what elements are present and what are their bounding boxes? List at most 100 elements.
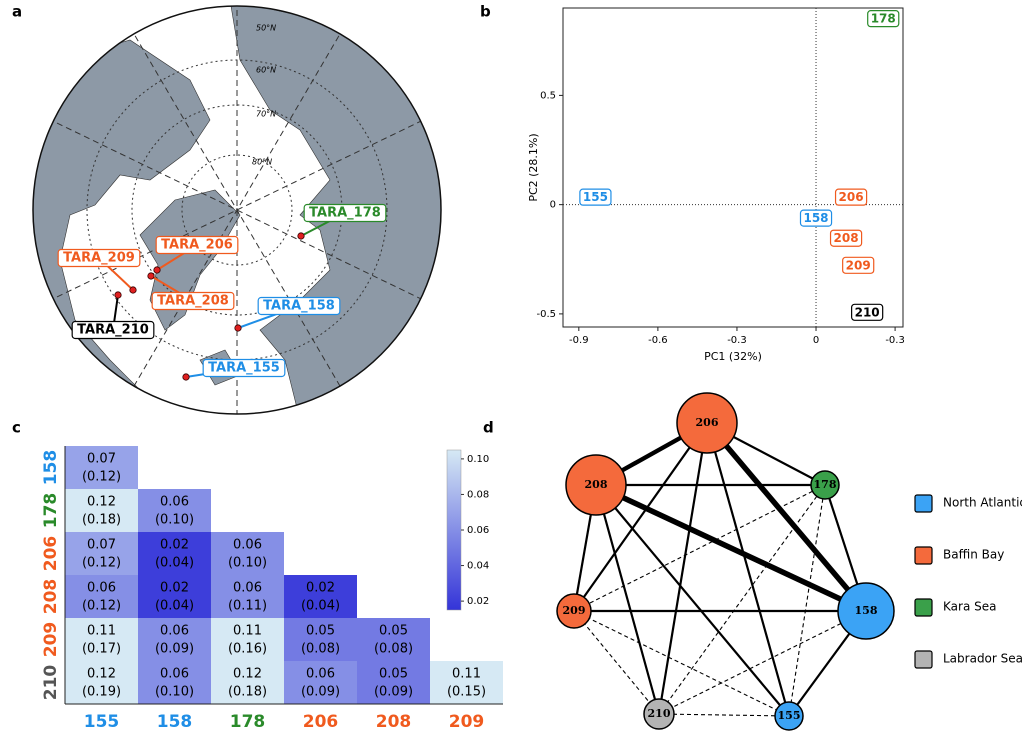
cell-value: 0.12	[233, 667, 262, 682]
heat-cell	[138, 532, 211, 575]
lat-label: 70°N	[256, 110, 276, 119]
globe-outline	[32, 5, 442, 415]
cell-value: 0.06	[160, 495, 189, 510]
point-label-box	[851, 303, 884, 321]
node	[810, 470, 840, 500]
edge	[573, 610, 790, 717]
station-label-box	[57, 248, 141, 268]
x-axis-label: PC1 (32%)	[704, 350, 762, 363]
cell-value: 0.02	[306, 581, 335, 596]
legend-label: North Atlantic	[943, 496, 1022, 510]
cell-value: 0.06	[233, 581, 262, 596]
heat-cell	[357, 661, 430, 704]
heat-cell	[211, 618, 284, 661]
column-label: 208	[376, 712, 412, 732]
point-label-box	[579, 188, 612, 206]
heat-cell	[138, 575, 211, 618]
cell-paren: (0.04)	[155, 556, 194, 571]
station-dot	[114, 291, 122, 299]
station-dot	[234, 324, 242, 332]
pca-frame	[562, 7, 904, 328]
node-label: 206	[696, 416, 719, 429]
heat-cell	[357, 618, 430, 661]
edge	[788, 484, 826, 717]
cell-paren: (0.15)	[447, 685, 486, 700]
node-label: 208	[585, 478, 608, 491]
cell-value: 0.12	[87, 495, 116, 510]
cell-paren: (0.18)	[228, 685, 267, 700]
cell-paren: (0.12)	[82, 556, 121, 571]
edge	[705, 422, 791, 717]
heat-cell	[138, 618, 211, 661]
station-dot	[297, 232, 305, 240]
station-label-box	[257, 296, 341, 316]
station-label: TARA_209	[63, 251, 135, 266]
station-label: TARA_208	[157, 294, 229, 309]
cell-value: 0.06	[160, 624, 189, 639]
station-label: TARA_178	[309, 206, 381, 221]
heat-cell	[284, 575, 357, 618]
colorbar-label: 0.10	[467, 454, 489, 465]
row-label: 206	[41, 536, 61, 572]
node	[565, 454, 627, 516]
edge	[658, 713, 790, 717]
y-tick-label: 0.5	[540, 90, 556, 101]
cell-paren: (0.04)	[155, 599, 194, 614]
point-label-box	[834, 188, 868, 206]
cell-value: 0.06	[306, 667, 335, 682]
heat-cell	[138, 661, 211, 704]
x-tick-label: -0.9	[569, 335, 589, 346]
point-label-box	[867, 10, 900, 28]
station-label-box	[155, 235, 239, 255]
cell-value: 0.07	[87, 538, 116, 553]
station-label-box	[151, 291, 235, 311]
cell-paren: (0.08)	[301, 642, 340, 657]
station-dot	[147, 272, 155, 280]
colorbar-label: 0.06	[467, 525, 489, 536]
edge	[573, 610, 660, 715]
station-label: TARA_155	[208, 361, 280, 376]
y-tick-label: 0	[550, 200, 556, 211]
station-dot	[153, 266, 161, 274]
heat-cell	[284, 661, 357, 704]
node	[676, 392, 738, 454]
heat-cell	[211, 661, 284, 704]
heat-cell	[65, 661, 138, 704]
panel-label: d	[483, 419, 494, 437]
heat-cell	[211, 532, 284, 575]
heat-cell	[211, 575, 284, 618]
node	[837, 582, 895, 640]
heat-cell	[65, 489, 138, 532]
map: 50°N 60°N 70°N 80°N	[32, 5, 442, 415]
legend-swatch	[914, 494, 933, 513]
point-label: 178	[871, 12, 896, 26]
node-label: 209	[563, 604, 586, 617]
point-label-box	[799, 209, 833, 227]
point-label: 210	[855, 305, 880, 319]
cell-paren: (0.16)	[228, 642, 267, 657]
colorbar-label: 0.08	[467, 489, 489, 500]
cell-paren: (0.09)	[155, 642, 194, 657]
point-label: 208	[834, 231, 859, 245]
cell-paren: (0.10)	[155, 513, 194, 528]
station-label: TARA_206	[161, 238, 233, 253]
cell-paren: (0.10)	[228, 556, 267, 571]
cell-paren: (0.12)	[82, 599, 121, 614]
cell-paren: (0.08)	[374, 642, 413, 657]
panel-label: b	[480, 3, 491, 21]
edge	[573, 422, 708, 612]
x-tick-label: -0.3	[885, 335, 905, 346]
cell-value: 0.11	[452, 667, 481, 682]
edge	[657, 422, 709, 715]
node	[643, 698, 675, 730]
cell-paren: (0.19)	[82, 685, 121, 700]
point-label-box	[829, 229, 863, 247]
node-label: 158	[855, 604, 878, 617]
node	[774, 701, 804, 731]
legend-swatch	[914, 546, 933, 565]
column-label: 209	[449, 712, 485, 732]
edge	[704, 421, 869, 613]
station-label-box	[71, 320, 155, 340]
edge	[658, 484, 826, 715]
